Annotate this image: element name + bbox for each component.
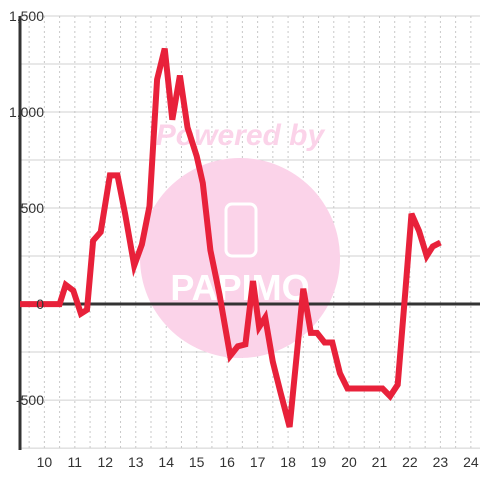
series-line: [20, 47, 442, 428]
y-tick-label: 500: [21, 200, 45, 216]
x-tick-label: 14: [158, 454, 174, 470]
phone-icon: [224, 202, 258, 258]
watermark-text: Powered by: [156, 119, 326, 152]
y-tick-label: 1,000: [9, 104, 44, 120]
x-tick-label: 12: [98, 454, 114, 470]
watermark: Powered by PAPIMO: [140, 119, 340, 358]
x-tick-label: 16: [219, 454, 235, 470]
y-tick-label: 1,500: [9, 8, 44, 24]
x-tick-label: 17: [250, 454, 266, 470]
series-layer: [20, 47, 442, 428]
x-tick-label: 21: [372, 454, 388, 470]
x-tick-label: 23: [433, 454, 449, 470]
tick-labels: 1,500 1,000 500 0 -500 10 11 12 13 14 15 16 17 18 19 20…: [9, 8, 479, 470]
watermark-logo-circle: [140, 158, 340, 358]
x-tick-label: 10: [37, 454, 53, 470]
y-tick-label: -500: [16, 392, 44, 408]
x-tick-label: 22: [402, 454, 418, 470]
x-tick-label: 15: [189, 454, 205, 470]
x-tick-label: 18: [280, 454, 296, 470]
watermark-logo-text: PAPIMO: [170, 267, 309, 308]
x-tick-label: 13: [128, 454, 144, 470]
y-tick-label: 0: [36, 296, 44, 312]
x-tick-label: 20: [341, 454, 357, 470]
x-tick-label: 11: [68, 454, 83, 470]
x-tick-label: 19: [311, 454, 327, 470]
x-tick-label: 24: [463, 454, 479, 470]
